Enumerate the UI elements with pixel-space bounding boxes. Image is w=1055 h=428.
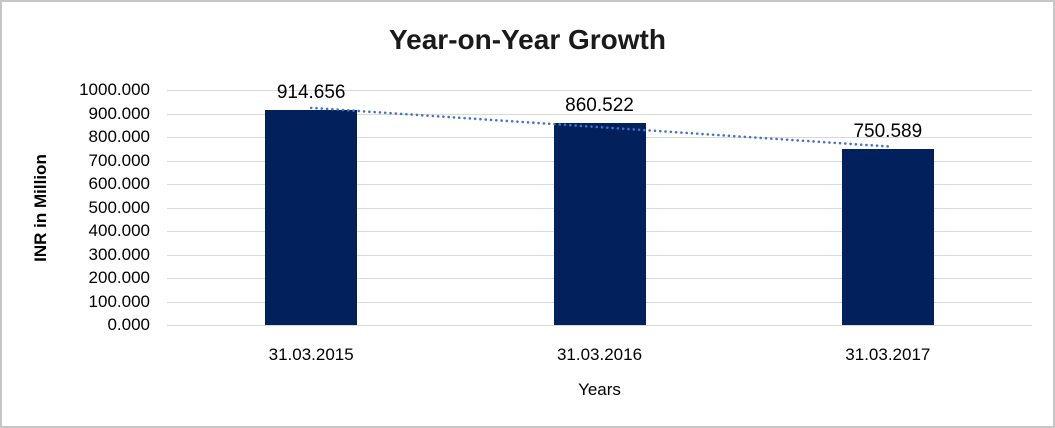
y-tick-label: 100.000 — [88, 291, 150, 311]
plot-area: Years 0.000 100.000 200.000 300.000 400.000 5… — [79, 80, 1032, 399]
x-tick-label: 31.03.2017 — [845, 345, 931, 364]
x-tick-label: 31.03.2016 — [556, 345, 643, 364]
y-tick-label: 500.000 — [88, 197, 150, 217]
x-axis-title: Years — [578, 380, 621, 399]
trendline-segment — [309, 106, 890, 148]
bar — [841, 148, 934, 325]
y-tick-label: 1000.000 — [79, 80, 150, 99]
y-tick-label: 700.000 — [88, 150, 150, 170]
bar — [265, 110, 358, 325]
y-tick-label: 600.000 — [88, 174, 150, 193]
trendline — [309, 106, 890, 148]
y-tick-label: 0.000 — [107, 315, 150, 334]
bar-value-label: 750.589 — [853, 120, 923, 142]
y-tick-label: 400.000 — [88, 221, 150, 240]
y-tick-label: 300.000 — [88, 244, 150, 264]
y-tick-label: 200.000 — [88, 268, 150, 287]
bar — [553, 122, 646, 325]
gridline — [167, 325, 1032, 326]
x-tick-label: 31.03.2015 — [268, 345, 354, 364]
gridline — [167, 113, 1032, 115]
bar-value-label: 860.522 — [565, 94, 634, 116]
bar-value-label: 914.656 — [276, 82, 346, 104]
chart-title: Year-on-Year Growth — [389, 24, 666, 55]
y-tick-label: 900.000 — [88, 103, 150, 123]
y-tick-label: 800.000 — [88, 127, 150, 146]
gridline — [167, 90, 1032, 91]
